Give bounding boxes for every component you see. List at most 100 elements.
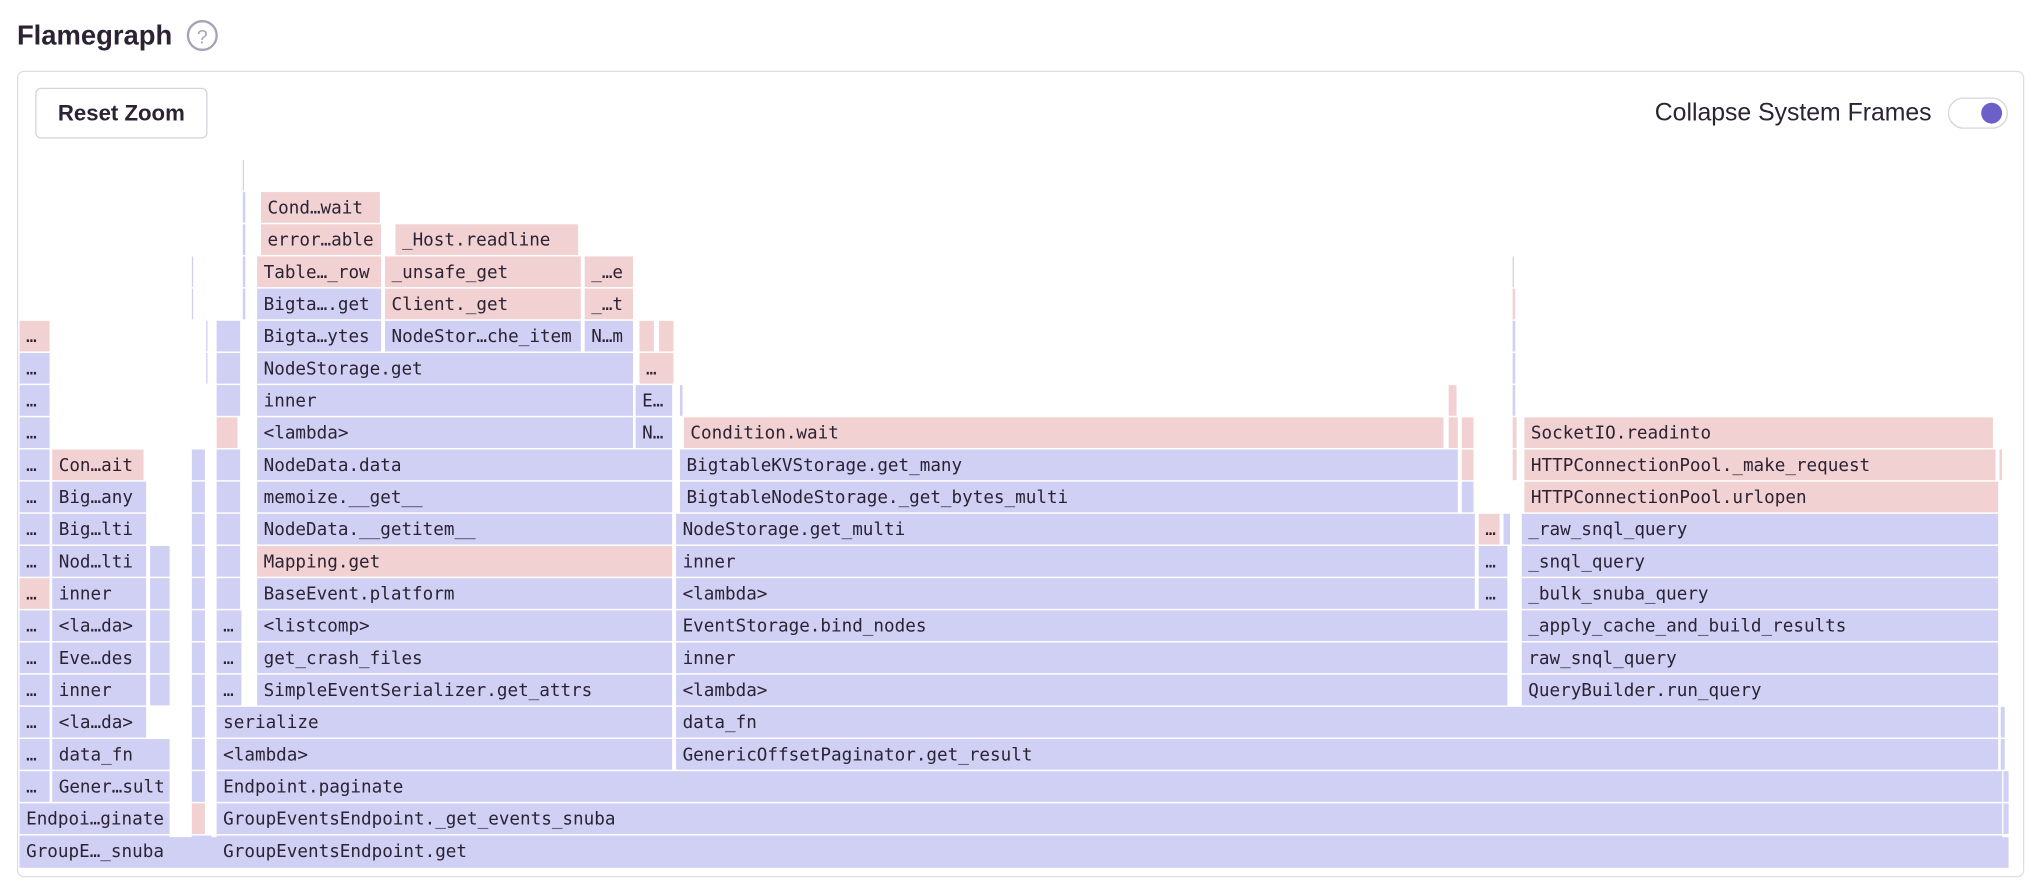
frame[interactable] <box>216 803 2003 835</box>
frame-label: _Host.readline <box>402 231 550 251</box>
frame[interactable] <box>52 739 170 770</box>
frame[interactable] <box>19 385 50 416</box>
frame[interactable] <box>52 449 144 481</box>
frame[interactable] <box>52 481 147 513</box>
frame[interactable] <box>679 481 1458 513</box>
frame[interactable] <box>19 642 50 674</box>
frame[interactable] <box>584 320 633 352</box>
frame[interactable] <box>635 417 673 448</box>
frame[interactable] <box>1524 481 1999 513</box>
frame[interactable] <box>676 642 1508 674</box>
frame[interactable] <box>52 578 147 609</box>
collapse-toggle[interactable] <box>1947 97 2008 129</box>
frame[interactable] <box>676 578 1475 609</box>
frame[interactable] <box>635 385 673 416</box>
frame[interactable] <box>19 352 50 384</box>
frame[interactable] <box>19 706 50 738</box>
frame[interactable] <box>257 417 633 448</box>
frame[interactable] <box>52 513 147 545</box>
frame-label: Con…ait <box>59 456 133 476</box>
frame[interactable] <box>19 513 50 545</box>
frame[interactable] <box>216 610 242 642</box>
frame-label: NodeStorage.get_multi <box>683 520 906 540</box>
frame-label: _raw_snql_query <box>1528 520 1687 540</box>
frame[interactable] <box>216 835 2003 867</box>
frame[interactable] <box>52 706 147 738</box>
frame[interactable] <box>676 706 1999 738</box>
frame[interactable] <box>1521 545 1999 577</box>
frame[interactable] <box>257 610 673 642</box>
frame[interactable] <box>676 674 1508 706</box>
frame[interactable] <box>257 674 673 706</box>
frame-label: <lambda> <box>264 424 349 444</box>
frame-label: inner <box>683 552 736 572</box>
frame[interactable] <box>19 803 170 835</box>
frame[interactable] <box>216 642 242 674</box>
frame[interactable] <box>676 545 1475 577</box>
frame[interactable] <box>261 192 380 223</box>
frame[interactable] <box>395 224 579 255</box>
frame[interactable] <box>52 610 147 642</box>
frame[interactable] <box>257 481 673 513</box>
frame[interactable] <box>52 545 147 577</box>
frame[interactable] <box>19 739 50 770</box>
frame[interactable] <box>257 256 382 288</box>
frame[interactable] <box>216 739 673 770</box>
frame[interactable] <box>19 610 50 642</box>
frame[interactable] <box>257 320 382 352</box>
frame[interactable] <box>676 513 1475 545</box>
frame[interactable] <box>679 449 1458 481</box>
frame[interactable] <box>385 256 581 288</box>
frame[interactable] <box>52 642 147 674</box>
frame[interactable] <box>52 674 147 706</box>
frame <box>216 320 241 352</box>
reset-zoom-button[interactable] <box>35 87 208 139</box>
frame[interactable] <box>257 578 673 609</box>
frame[interactable] <box>584 288 633 320</box>
frame[interactable] <box>676 739 1999 770</box>
frame[interactable] <box>584 256 633 288</box>
frame[interactable] <box>1478 578 1508 609</box>
help-icon[interactable] <box>186 19 218 52</box>
frame[interactable] <box>385 288 581 320</box>
frame[interactable] <box>257 352 633 384</box>
frame[interactable] <box>1521 513 1999 545</box>
frame-label: get_crash_files <box>264 649 423 669</box>
frame[interactable] <box>385 320 581 352</box>
frame[interactable] <box>257 513 673 545</box>
frame <box>1461 449 1474 481</box>
frame <box>216 545 241 577</box>
frame[interactable] <box>19 449 50 481</box>
frame[interactable] <box>1524 449 1996 481</box>
frame[interactable] <box>676 610 1508 642</box>
frame[interactable] <box>639 352 674 384</box>
frame[interactable] <box>1478 513 1500 545</box>
frame[interactable] <box>19 771 50 802</box>
frame[interactable] <box>1521 578 1999 609</box>
frame[interactable] <box>257 545 673 577</box>
frame[interactable] <box>19 835 170 867</box>
frame[interactable] <box>19 674 50 706</box>
frame[interactable] <box>216 706 673 738</box>
frame[interactable] <box>19 578 50 609</box>
frame-label: NodeData.__getitem__ <box>264 520 476 540</box>
frame[interactable] <box>257 288 382 320</box>
frame[interactable] <box>1521 642 1999 674</box>
frame[interactable] <box>257 642 673 674</box>
frame[interactable] <box>216 674 242 706</box>
frame[interactable] <box>257 449 673 481</box>
frame <box>216 578 241 609</box>
frame[interactable] <box>19 545 50 577</box>
frame[interactable] <box>1521 674 1999 706</box>
frame[interactable] <box>19 417 50 448</box>
frame[interactable] <box>19 481 50 513</box>
frame[interactable] <box>1521 610 1999 642</box>
frame[interactable] <box>1478 545 1508 577</box>
frame[interactable] <box>19 320 50 352</box>
frame[interactable] <box>216 771 2003 802</box>
frame[interactable] <box>52 771 170 802</box>
frame[interactable] <box>1524 417 1993 448</box>
frame[interactable] <box>683 417 1444 448</box>
frame[interactable] <box>257 385 633 416</box>
frame[interactable] <box>261 224 382 255</box>
